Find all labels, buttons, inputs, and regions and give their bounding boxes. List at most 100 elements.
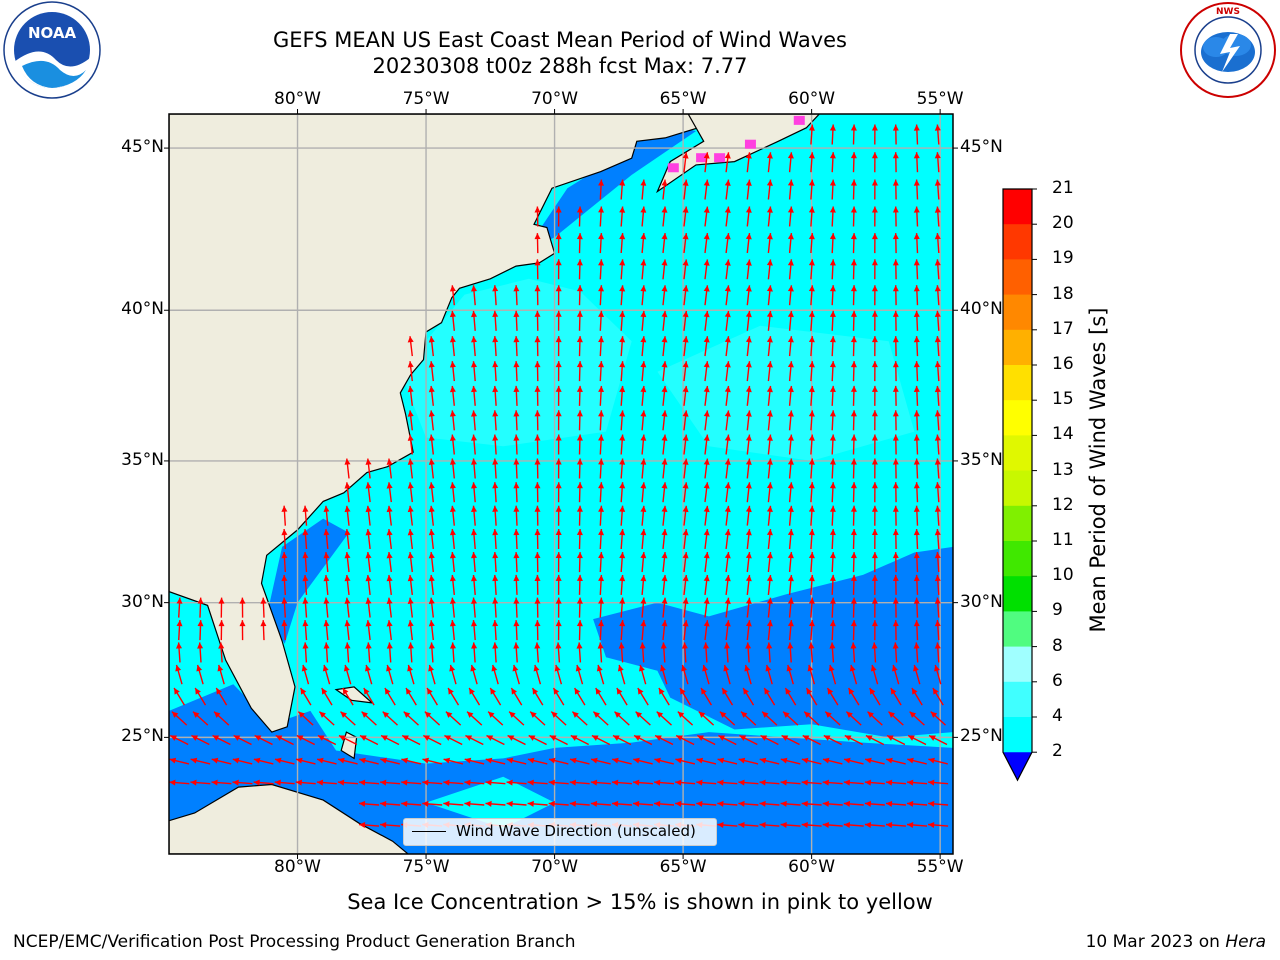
wave-direction-arrow [934,310,941,331]
lon-label: 65°W [659,89,707,109]
wave-direction-arrow [892,574,899,595]
wave-direction-arrow [218,597,225,618]
wave-direction-arrow [386,552,393,573]
wave-direction-arrow [619,179,626,200]
land-layer [169,114,821,854]
wave-direction-arrow [598,458,604,479]
wave-direction-arrow [765,664,773,685]
sea-ice-note: Sea Ice Concentration > 15% is shown in … [347,890,933,914]
wave-direction-arrow [640,552,647,573]
wave-direction-arrow [871,410,878,431]
wave-direction-arrow [682,434,689,455]
wave-direction-arrow [591,734,611,746]
footer-date: 10 Mar 2023 on Hera [1086,932,1266,952]
wave-direction-arrow [340,711,356,726]
wave-direction-arrow [661,505,668,526]
wave-direction-arrow [176,620,183,641]
wave-direction-arrow [337,779,358,786]
wave-direction-arrow [296,734,316,746]
lon-label: 70°W [531,857,579,877]
wave-direction-arrow [619,336,626,357]
wave-direction-arrow [724,529,731,549]
wave-direction-arrow [485,757,506,765]
wave-direction-arrow [316,757,337,765]
wave-direction-arrow [555,482,562,503]
wave-direction-arrow [724,310,731,331]
colorbar-tick-label: 20 [1052,213,1074,234]
wave-direction-arrow [576,233,583,254]
wave-direction-arrow [633,734,653,746]
wave-direction-arrow [934,285,941,306]
wave-direction-arrow [595,687,607,706]
wave-direction-arrow [934,528,941,550]
wave-direction-arrow [787,505,794,526]
wave-direction-arrow [343,664,352,685]
wave-direction-arrow [871,505,878,526]
wave-direction-arrow [787,574,794,595]
wave-direction-arrow [300,687,312,706]
wave-direction-arrow [323,528,330,549]
field-gulf-of-maine [523,120,696,254]
wave-direction-arrow [295,779,316,786]
wave-direction-arrow [422,779,443,786]
colorbar-tick-label: 4 [1052,706,1063,726]
wave-direction-arrow [507,734,526,746]
wave-direction-arrow [808,552,815,573]
wave-direction-arrow [850,336,857,357]
wave-direction-arrow [611,800,632,807]
wave-direction-arrow [703,336,710,357]
wave-direction-arrow [471,642,478,663]
wave-direction-arrow [829,528,836,550]
wave-direction-arrow [928,822,949,828]
wave-direction-arrow [803,711,820,726]
lat-label: 45°N [960,137,1003,158]
lat-label: 30°N [121,591,164,612]
colorbar-tick-label: 13 [1052,459,1074,480]
wave-direction-arrow [466,711,483,726]
wave-direction-arrow [233,734,252,746]
wave-direction-arrow [786,664,794,685]
wave-direction-arrow [871,206,878,227]
wave-direction-arrow [661,336,668,357]
wave-direction-arrow [471,336,477,357]
wave-direction-arrow [555,385,562,406]
wave-direction-arrow [867,711,883,726]
wave-direction-arrow [428,482,435,503]
wave-direction-arrow [323,505,330,526]
wave-direction-arrow [575,664,584,685]
wave-direction-arrow [513,642,520,663]
lon-label: 70°W [531,89,579,109]
wave-direction-arrow [506,757,527,765]
wave-direction-arrow [745,259,752,280]
wave-direction-arrow [675,800,696,807]
wave-direction-arrow [468,687,481,706]
wave-direction-arrow [759,800,780,807]
wave-direction-arrow [745,642,752,663]
wave-direction-arrow [407,336,414,357]
wave-direction-arrow [724,574,731,595]
wave-direction-arrow [486,734,505,746]
wave-direction-arrow [808,620,815,641]
wave-direction-arrow [808,285,815,306]
wave-direction-arrow [528,734,547,746]
wave-direction-arrow [913,528,920,550]
wave-direction-arrow [934,233,941,254]
wave-direction-arrow [829,124,836,145]
wave-direction-arrow [885,779,906,786]
wave-direction-arrow [829,434,836,455]
field-south-band [169,684,953,854]
wave-direction-arrow [534,233,541,254]
wave-direction-arrow [745,179,752,200]
wave-direction-arrow [365,664,373,685]
wave-direction-arrow [745,385,752,406]
wave-direction-arrow [380,800,401,807]
wave-direction-arrow [871,233,878,254]
axis-ticks [164,109,958,859]
wave-direction-arrow [386,597,393,618]
wave-direction-arrow [302,552,309,573]
wave-direction-arrow [703,620,710,641]
wave-direction-arrow [555,642,562,663]
wave-direction-arrow [871,434,878,455]
wave-direction-arrow [405,687,417,706]
wave-direction-arrow [724,233,731,254]
